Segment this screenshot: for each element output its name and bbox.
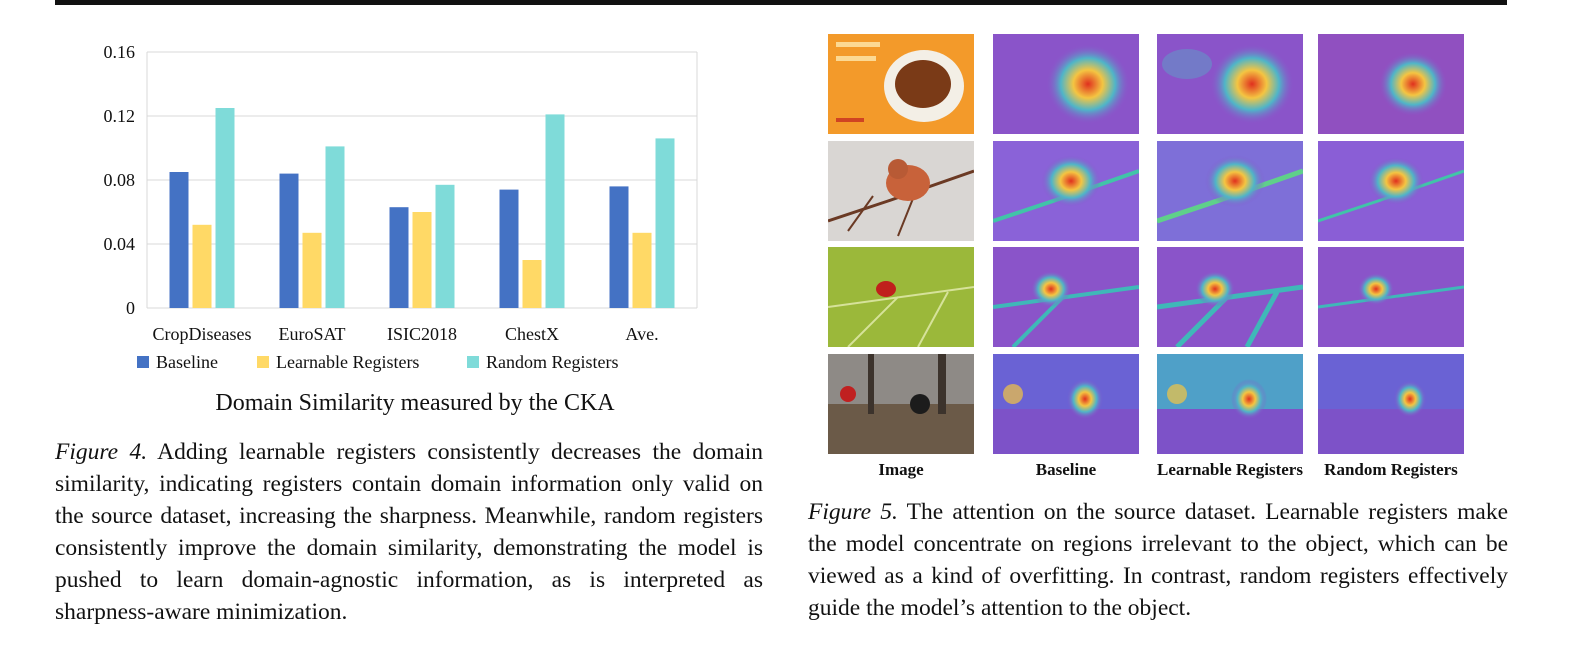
- heatmap-soup-baseline: [993, 34, 1139, 134]
- heatmap-ladybug-learnable: [1157, 247, 1303, 347]
- heatmap-soup-learnable: [1157, 34, 1303, 134]
- figure4-text: Adding learnable registers consistently …: [55, 439, 763, 625]
- y-tick-label: 0.16: [104, 42, 136, 62]
- legend-swatch: [467, 356, 479, 368]
- heatmap-forest-random: [1318, 354, 1464, 454]
- bar-random-registers: [215, 108, 235, 308]
- bar-random-registers: [435, 184, 455, 308]
- heatmap-bird-random: [1318, 141, 1464, 241]
- bar-baseline: [499, 189, 519, 308]
- x-tick-label: CropDiseases: [153, 324, 252, 344]
- y-tick-label: 0: [126, 298, 135, 318]
- column-label-baseline: Baseline: [1035, 460, 1097, 479]
- bar-learnable-registers: [192, 224, 212, 308]
- x-tick-label: ChestX: [505, 324, 559, 344]
- image-ladybug: [828, 247, 974, 347]
- x-tick-label: Ave.: [625, 324, 658, 344]
- column-label-learnable: Learnable Registers: [1157, 460, 1303, 479]
- bar-learnable-registers: [522, 260, 542, 308]
- column-label-random: Random Registers: [1324, 460, 1458, 479]
- legend-label: Random Registers: [486, 352, 619, 372]
- heatmap-forest-learnable: [1157, 354, 1303, 454]
- heatmap-bird-learnable: [1157, 141, 1303, 241]
- bar-baseline: [609, 186, 629, 308]
- figure4-label: Figure 4.: [55, 439, 148, 465]
- y-tick-label: 0.12: [104, 106, 136, 126]
- bar-random-registers: [655, 138, 675, 308]
- y-tick-label: 0.08: [104, 170, 136, 190]
- y-tick-label: 0.04: [104, 234, 136, 254]
- bar-random-registers: [325, 146, 345, 308]
- bar-learnable-registers: [632, 232, 652, 308]
- bar-learnable-registers: [302, 232, 322, 308]
- image-bird: [828, 141, 974, 241]
- legend-swatch: [137, 356, 149, 368]
- heatmap-bird-baseline: [993, 141, 1139, 241]
- legend-label: Learnable Registers: [276, 352, 419, 372]
- legend-swatch: [257, 356, 269, 368]
- figure4-caption: Figure 4. Adding learnable registers con…: [55, 436, 763, 628]
- x-tick-label: EuroSAT: [279, 324, 346, 344]
- column-label-image: Image: [878, 460, 924, 479]
- bar-baseline: [389, 207, 409, 308]
- bar-baseline: [169, 172, 189, 308]
- heatmap-ladybug-baseline: [993, 247, 1139, 347]
- heatmap-ladybug-random: [1318, 247, 1464, 347]
- figure5-label: Figure 5.: [808, 499, 898, 525]
- heatmap-forest-baseline: [993, 354, 1139, 454]
- bar-baseline: [279, 173, 299, 308]
- bar-random-registers: [545, 114, 565, 309]
- chart-title: Domain Similarity measured by the CKA: [215, 390, 615, 416]
- legend-label: Baseline: [156, 352, 218, 372]
- domain-similarity-chart: 0 0.04 0.08 0.12 0.16 CropDiseases EuroSAT ISIC…: [104, 42, 698, 416]
- bar-learnable-registers: [412, 212, 432, 308]
- figure5-text: The attention on the source dataset. Lea…: [808, 499, 1508, 621]
- figure5-caption: Figure 5. The attention on the source da…: [808, 496, 1508, 624]
- top-rule: [55, 0, 1507, 5]
- image-soup: [828, 34, 974, 134]
- x-tick-label: ISIC2018: [387, 324, 457, 344]
- heatmap-soup-random: [1318, 34, 1464, 134]
- image-forest: [828, 354, 974, 454]
